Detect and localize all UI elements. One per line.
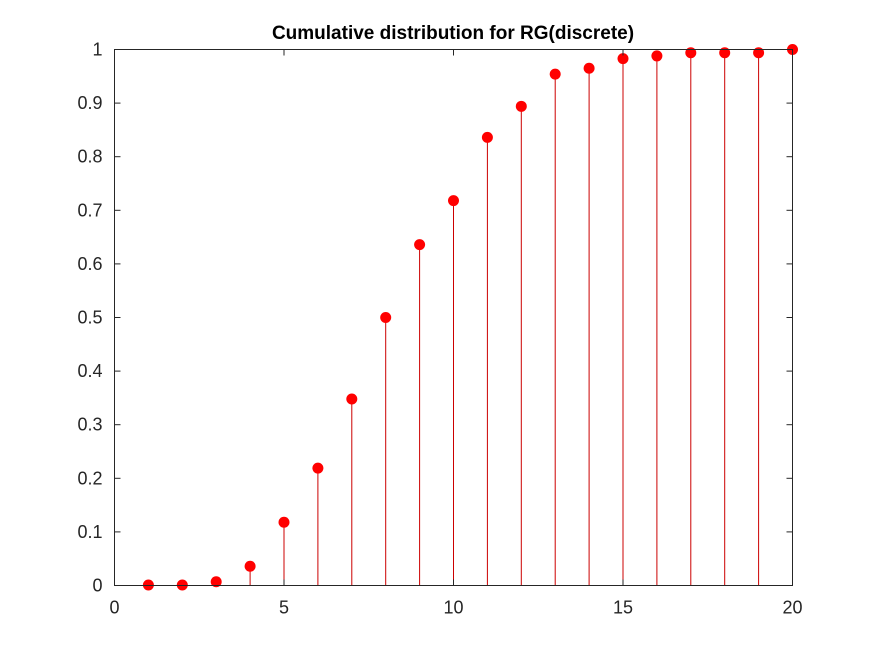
x-tick-label: 20 — [782, 598, 802, 618]
data-point — [515, 100, 527, 112]
y-tick-label: 0.1 — [77, 522, 102, 542]
y-tick-label: 0.3 — [77, 415, 102, 435]
data-point — [414, 239, 426, 251]
y-axis: 0 0.1 0.2 0.3 0.4 0.5 0.6 0.7 0.8 0.9 1 — [77, 40, 793, 596]
data-point — [753, 47, 765, 59]
y-tick-label: 0.6 — [77, 254, 102, 274]
y-tick-label: 0.9 — [77, 93, 102, 113]
y-tick-label: 0.7 — [77, 200, 102, 220]
data-point — [176, 579, 188, 591]
x-tick-label: 10 — [443, 598, 463, 618]
data-point — [312, 462, 324, 474]
chart-title: Cumulative distribution for RG(discrete) — [272, 23, 634, 44]
data-point — [244, 560, 256, 572]
y-tick-label: 0.5 — [77, 308, 102, 328]
data-point — [278, 516, 290, 528]
data-point — [346, 393, 358, 405]
x-tick-label: 0 — [109, 598, 119, 618]
y-tick-label: 0.4 — [77, 361, 102, 381]
x-axis: 0 5 10 15 20 — [109, 49, 803, 618]
y-tick-label: 1 — [92, 40, 102, 60]
y-tick-label: 0.2 — [77, 468, 102, 488]
data-point — [210, 576, 222, 588]
markers-group — [142, 44, 798, 591]
data-point — [651, 50, 663, 62]
data-point — [448, 195, 459, 207]
data-point — [583, 62, 595, 74]
data-point — [617, 53, 629, 65]
data-point — [549, 68, 561, 80]
data-point — [142, 579, 154, 591]
y-tick-label: 0 — [92, 576, 102, 596]
y-tick-label: 0.8 — [77, 147, 102, 167]
stems-group — [147, 49, 793, 586]
data-point — [380, 312, 392, 323]
x-tick-label: 15 — [613, 598, 633, 618]
data-point — [685, 47, 697, 59]
data-point — [719, 47, 731, 59]
x-tick-label: 5 — [279, 598, 289, 618]
data-point — [481, 131, 493, 143]
